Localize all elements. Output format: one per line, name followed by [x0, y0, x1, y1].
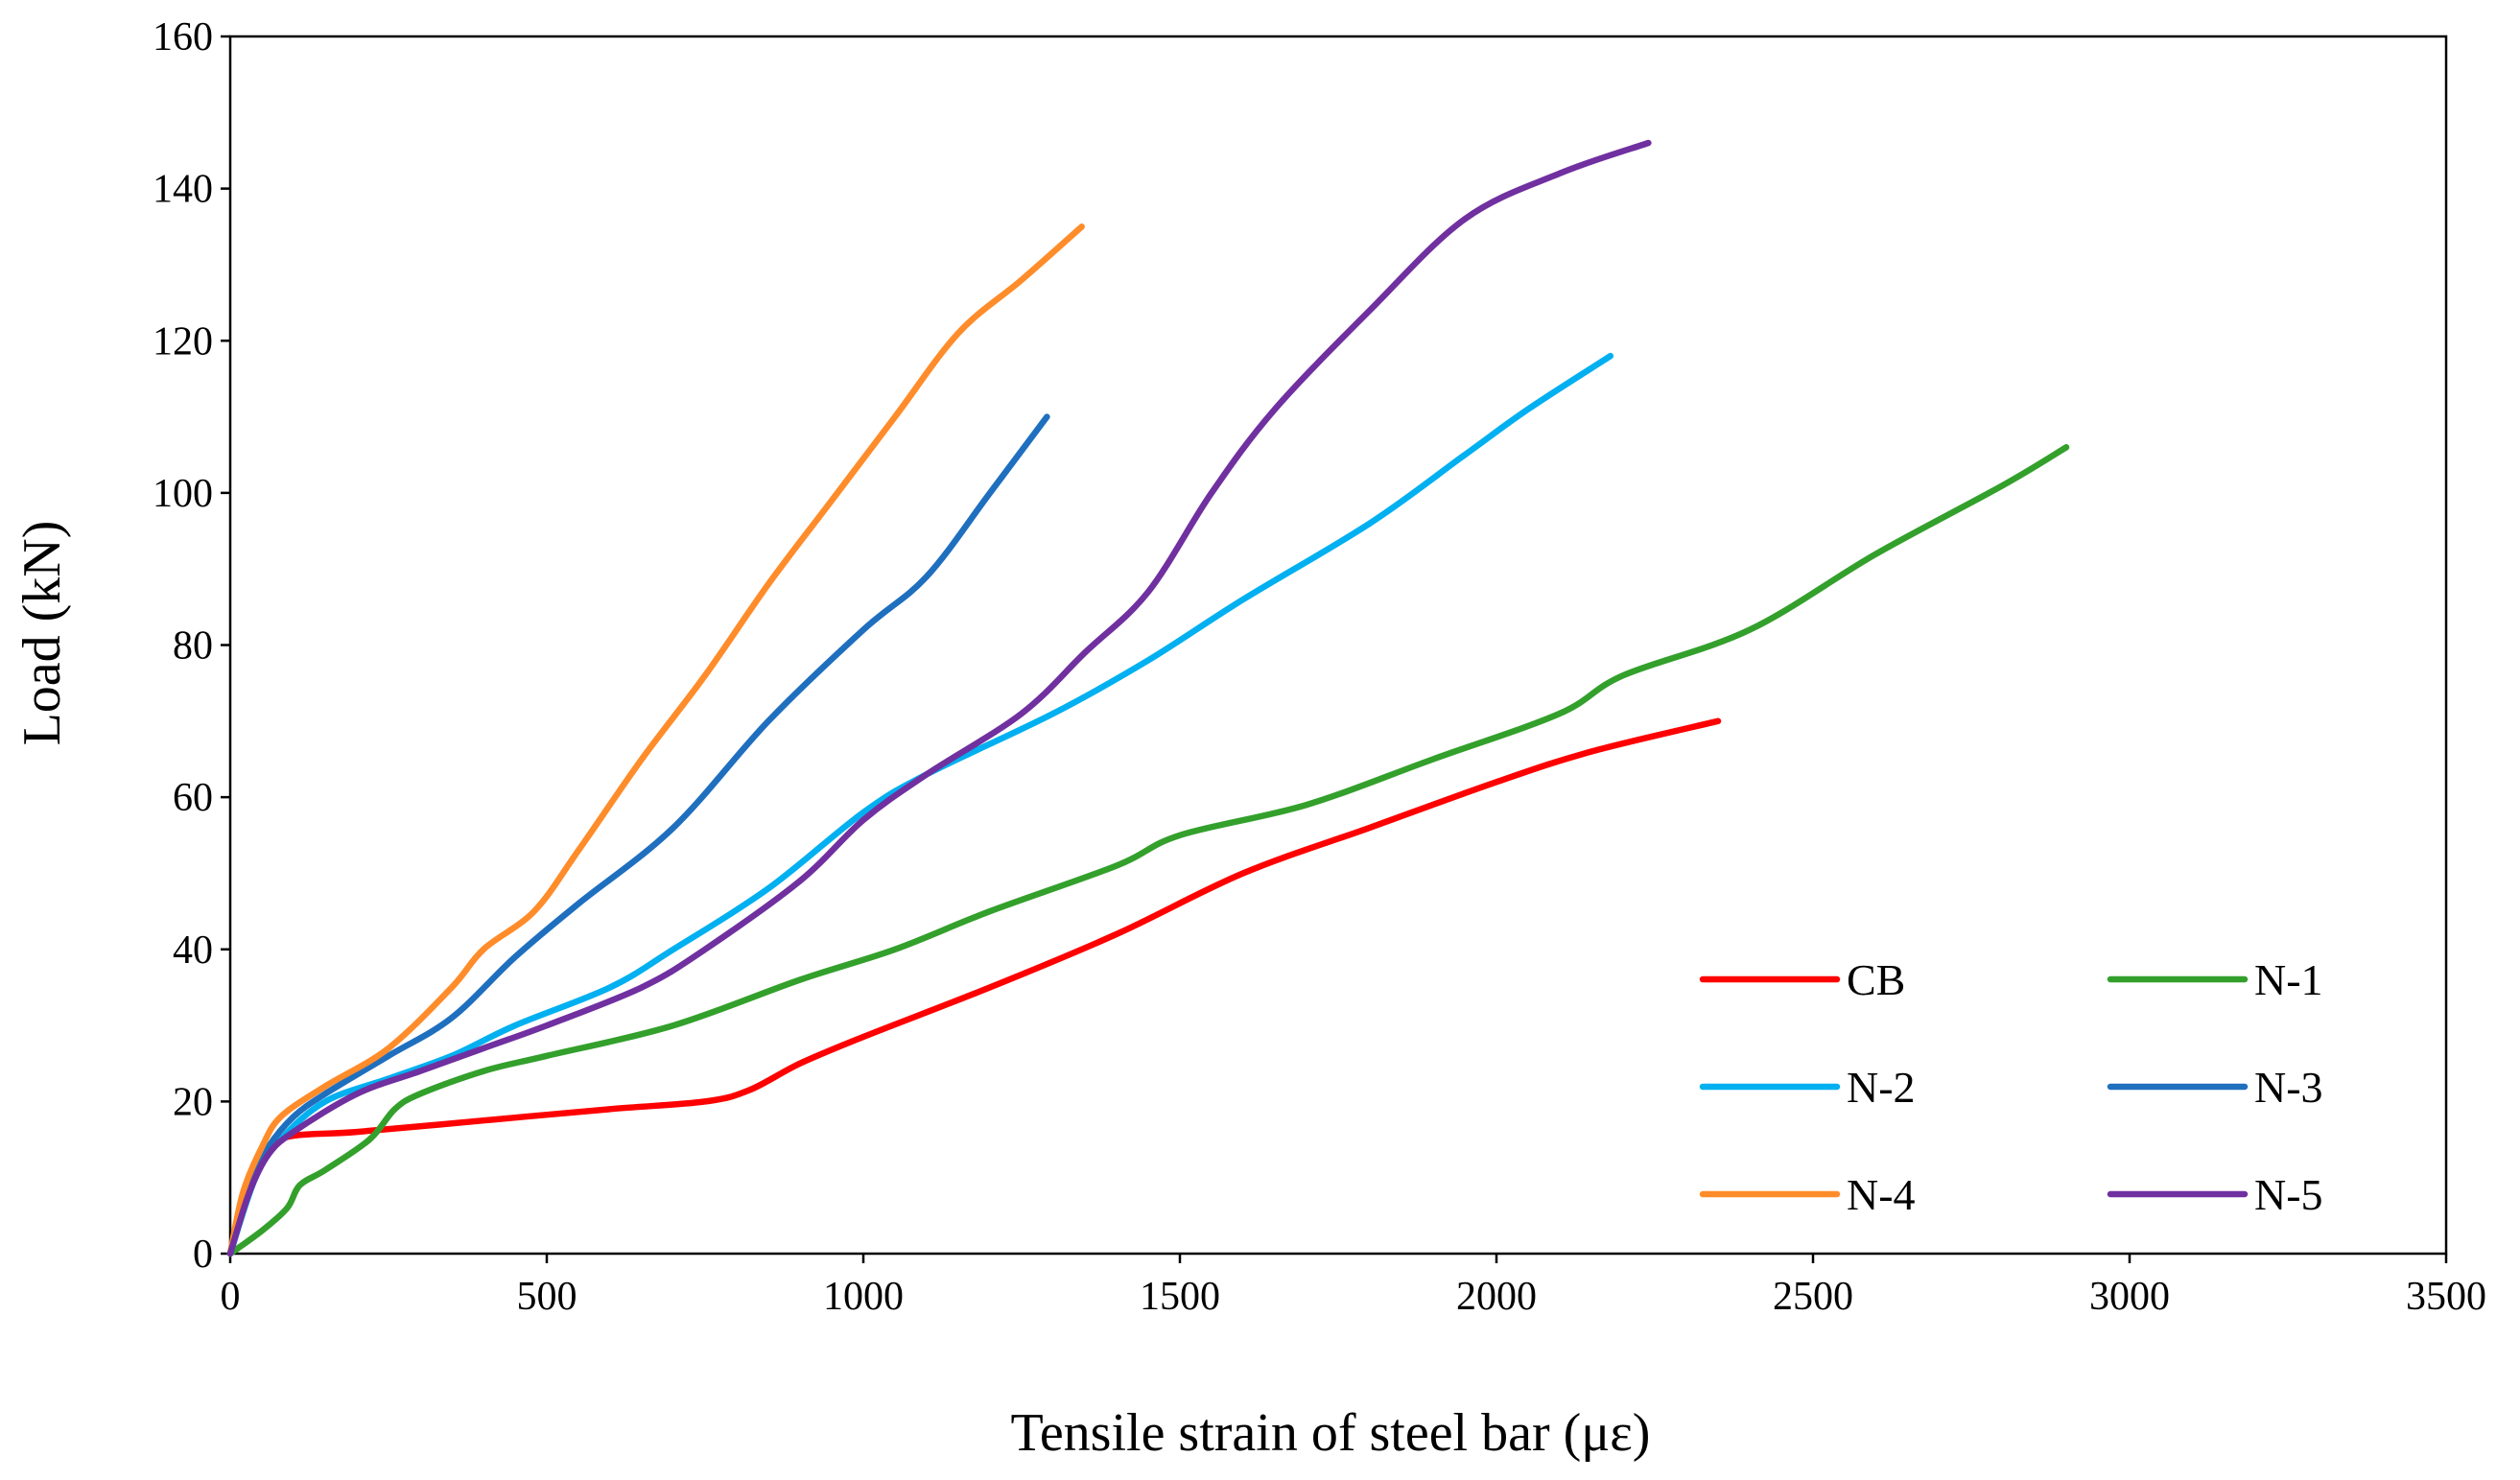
y-tick-label: 100 [153, 472, 213, 516]
x-tick-label: 2000 [1456, 1275, 1537, 1319]
legend-label-n1: N-1 [2254, 955, 2323, 1004]
x-tick-label: 1000 [823, 1275, 904, 1319]
y-tick-label: 160 [153, 15, 213, 59]
series-line-n5 [226, 139, 1652, 1257]
x-tick-label: 2500 [1773, 1275, 1853, 1319]
x-axis-title: Tensile strain of steel bar (με) [1011, 1403, 1651, 1463]
series-line-cb [226, 717, 1722, 1257]
y-tick-label: 60 [173, 776, 213, 820]
series-lines [226, 139, 2070, 1257]
x-axis-ticks: 0 500 1000 1500 2000 2500 3000 3500 [221, 1254, 2486, 1319]
series-line-n4 [226, 223, 1085, 1257]
legend-label-n3: N-3 [2254, 1063, 2323, 1112]
series-line-n3 [226, 413, 1050, 1257]
y-tick-label: 40 [173, 928, 213, 973]
series-line-n1 [226, 444, 2070, 1257]
plot-area-border [228, 35, 2448, 1256]
legend-label-cb: CB [1847, 955, 1905, 1004]
x-tick-label: 0 [221, 1275, 241, 1319]
legend-label-n2: N-2 [1847, 1063, 1916, 1112]
y-tick-label: 80 [173, 624, 213, 669]
y-tick-label: 140 [153, 168, 213, 212]
x-tick-label: 3000 [2089, 1275, 2170, 1319]
y-tick-label: 20 [173, 1080, 213, 1124]
legend: CB N-1 N-2 N-3 N-4 N-5 [1699, 955, 2323, 1219]
series-line-n2 [226, 352, 1614, 1257]
plot-frame [228, 35, 2448, 1256]
x-tick-label: 1500 [1140, 1275, 1220, 1319]
y-axis-title: Load (kN) [12, 521, 72, 746]
x-tick-label: 3500 [2406, 1275, 2486, 1319]
y-tick-label: 120 [153, 319, 213, 364]
y-tick-label: 0 [193, 1233, 213, 1277]
x-tick-label: 500 [517, 1275, 577, 1319]
legend-label-n4: N-4 [1847, 1170, 1916, 1219]
legend-label-n5: N-5 [2254, 1170, 2323, 1219]
y-axis-ticks: 0 20 40 60 80 100 120 140 160 [153, 15, 230, 1277]
